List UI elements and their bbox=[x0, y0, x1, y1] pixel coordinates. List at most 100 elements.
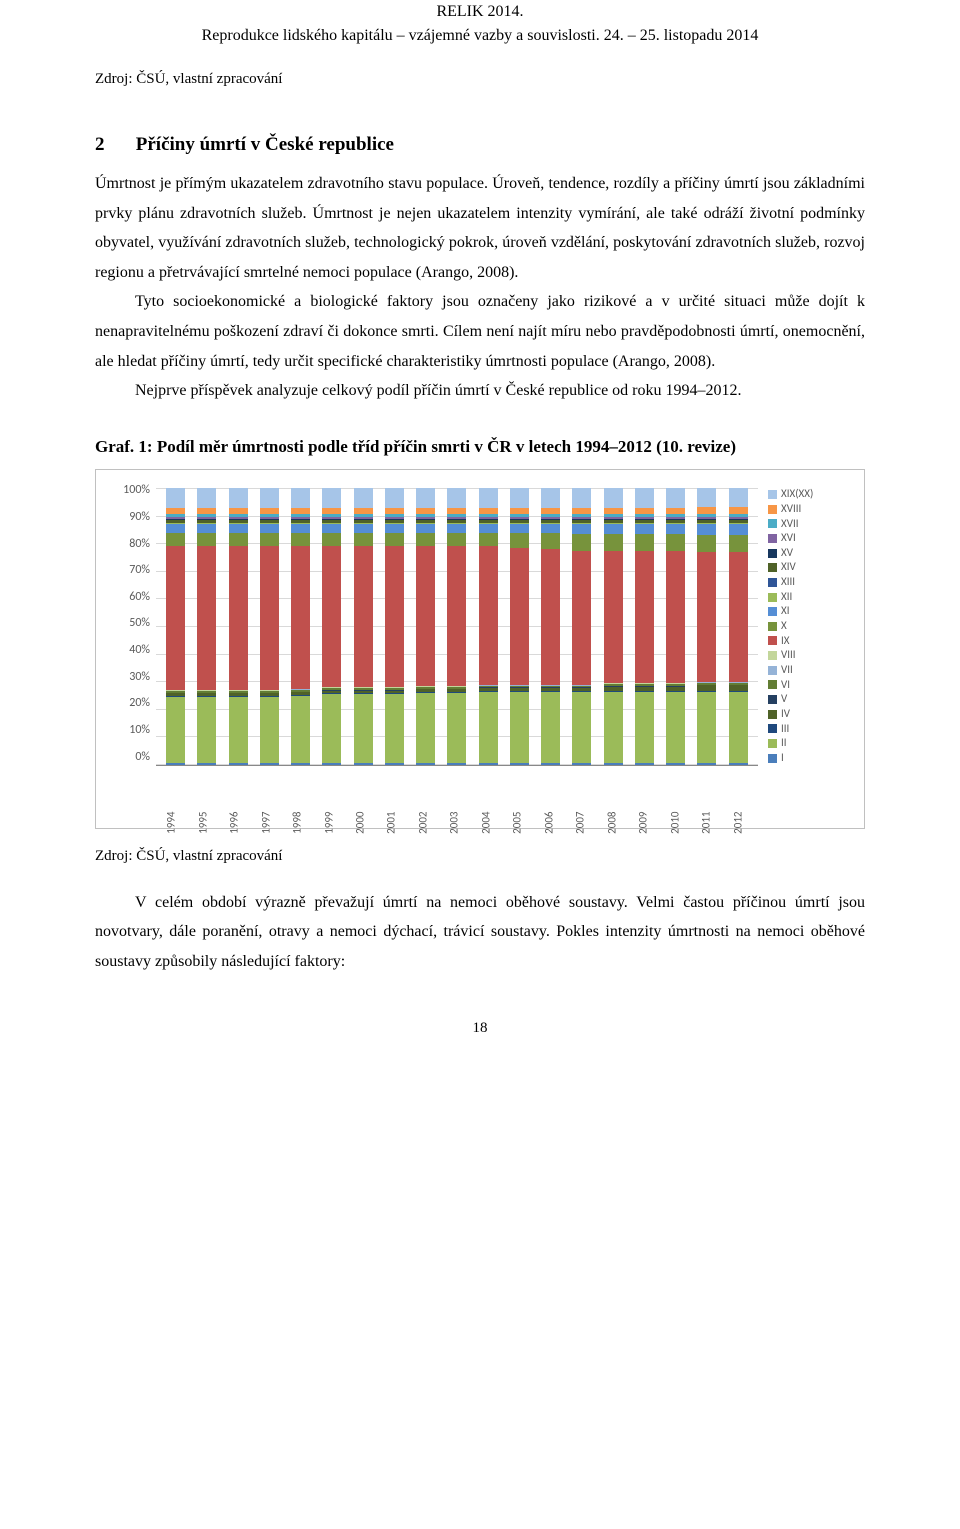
segment-I bbox=[635, 763, 654, 764]
bar-1997 bbox=[260, 488, 279, 765]
x-tick-label: 1999 bbox=[321, 814, 338, 833]
legend-swatch bbox=[768, 607, 777, 616]
bar-2005 bbox=[510, 488, 529, 765]
source-note-chart: Zdroj: ČSÚ, vlastní zpracování bbox=[95, 845, 865, 868]
legend-swatch bbox=[768, 490, 777, 499]
x-tick-label: 1996 bbox=[226, 814, 243, 833]
segment-IX bbox=[479, 546, 498, 684]
segment-XI bbox=[666, 524, 685, 534]
legend-item-XII: XII bbox=[768, 591, 854, 604]
legend-swatch bbox=[768, 739, 777, 748]
segment-X bbox=[697, 535, 716, 552]
segment-XVIII bbox=[697, 507, 716, 514]
segment-I bbox=[697, 763, 716, 764]
legend-item-VI: VI bbox=[768, 679, 854, 692]
legend-item-IX: IX bbox=[768, 635, 854, 648]
segment-XIX(XX) bbox=[666, 488, 685, 508]
y-tick-label: 80% bbox=[129, 535, 150, 553]
legend-swatch bbox=[768, 622, 777, 631]
x-tick-label: 2000 bbox=[352, 814, 369, 833]
segment-IX bbox=[166, 546, 185, 690]
segment-XIX(XX) bbox=[260, 488, 279, 508]
segment-I bbox=[229, 763, 248, 764]
section-title: Příčiny úmrtí v České republice bbox=[136, 134, 394, 155]
legend-label: XVI bbox=[781, 532, 796, 545]
legend-item-XVII: XVII bbox=[768, 518, 854, 531]
bars-group bbox=[156, 488, 758, 765]
segment-II bbox=[354, 694, 373, 763]
paragraph-2: Tyto socioekonomické a biologické faktor… bbox=[95, 287, 865, 376]
segment-I bbox=[604, 763, 623, 764]
segment-XIX(XX) bbox=[541, 488, 560, 508]
segment-XIX(XX) bbox=[510, 488, 529, 508]
legend-item-XIV: XIV bbox=[768, 561, 854, 574]
page-number: 18 bbox=[95, 1017, 865, 1040]
y-tick-label: 60% bbox=[129, 588, 150, 606]
segment-XIX(XX) bbox=[322, 488, 341, 508]
bar-1994 bbox=[166, 488, 185, 765]
legend-item-II: II bbox=[768, 737, 854, 750]
legend: XIX(XX)XVIIIXVIIXVIXVXIVXIIIXIIXIXIXVIII… bbox=[758, 488, 854, 818]
legend-item-I: I bbox=[768, 752, 854, 765]
segment-II bbox=[572, 692, 591, 764]
segment-XIX(XX) bbox=[604, 488, 623, 508]
segment-IX bbox=[197, 546, 216, 690]
y-tick-label: 10% bbox=[129, 721, 150, 739]
segment-I bbox=[197, 763, 216, 764]
segment-XI bbox=[416, 524, 435, 532]
legend-label: XV bbox=[781, 547, 793, 560]
legend-label: XIII bbox=[781, 576, 795, 589]
segment-IX bbox=[416, 546, 435, 686]
segment-X bbox=[635, 534, 654, 551]
segment-X bbox=[604, 534, 623, 551]
segment-II bbox=[322, 694, 341, 763]
segment-X bbox=[385, 533, 404, 547]
segment-II bbox=[604, 692, 623, 764]
legend-label: III bbox=[781, 723, 789, 736]
segment-XI bbox=[385, 524, 404, 532]
bar-2006 bbox=[541, 488, 560, 765]
segment-XI bbox=[229, 524, 248, 532]
bar-2001 bbox=[385, 488, 404, 765]
legend-swatch bbox=[768, 578, 777, 587]
x-tick-label: 2010 bbox=[667, 814, 684, 833]
bar-1996 bbox=[229, 488, 248, 765]
legend-label: IX bbox=[781, 635, 789, 648]
segment-XIX(XX) bbox=[479, 488, 498, 508]
segment-X bbox=[322, 533, 341, 547]
segment-IX bbox=[666, 551, 685, 684]
legend-item-XIX(XX): XIX(XX) bbox=[768, 488, 854, 501]
segment-IX bbox=[354, 546, 373, 687]
segment-I bbox=[666, 763, 685, 764]
x-tick-label: 1998 bbox=[289, 814, 306, 833]
y-tick-label: 40% bbox=[129, 641, 150, 659]
segment-XI bbox=[729, 524, 748, 535]
segment-X bbox=[229, 533, 248, 547]
legend-item-X: X bbox=[768, 620, 854, 633]
segment-II bbox=[416, 693, 435, 764]
segment-I bbox=[447, 763, 466, 764]
legend-label: X bbox=[781, 620, 787, 633]
segment-II bbox=[260, 697, 279, 763]
segment-X bbox=[291, 533, 310, 547]
segment-XI bbox=[291, 524, 310, 532]
section-number: 2 bbox=[95, 131, 131, 160]
legend-label: XI bbox=[781, 605, 789, 618]
bar-2011 bbox=[697, 488, 716, 765]
legend-item-XVI: XVI bbox=[768, 532, 854, 545]
x-tick-label: 2008 bbox=[604, 814, 621, 833]
segment-IX bbox=[729, 552, 748, 682]
segment-IX bbox=[385, 546, 404, 687]
legend-item-III: III bbox=[768, 723, 854, 736]
segment-XIX(XX) bbox=[447, 488, 466, 508]
bar-2009 bbox=[635, 488, 654, 765]
segment-XI bbox=[479, 524, 498, 532]
x-tick-label: 2011 bbox=[698, 814, 715, 833]
x-tick-label: 1995 bbox=[195, 814, 212, 833]
y-tick-label: 50% bbox=[129, 614, 150, 632]
bar-2000 bbox=[354, 488, 373, 765]
segment-II bbox=[166, 697, 185, 763]
x-tick-label: 2007 bbox=[573, 814, 590, 833]
segment-IX bbox=[291, 546, 310, 688]
segment-I bbox=[416, 763, 435, 764]
